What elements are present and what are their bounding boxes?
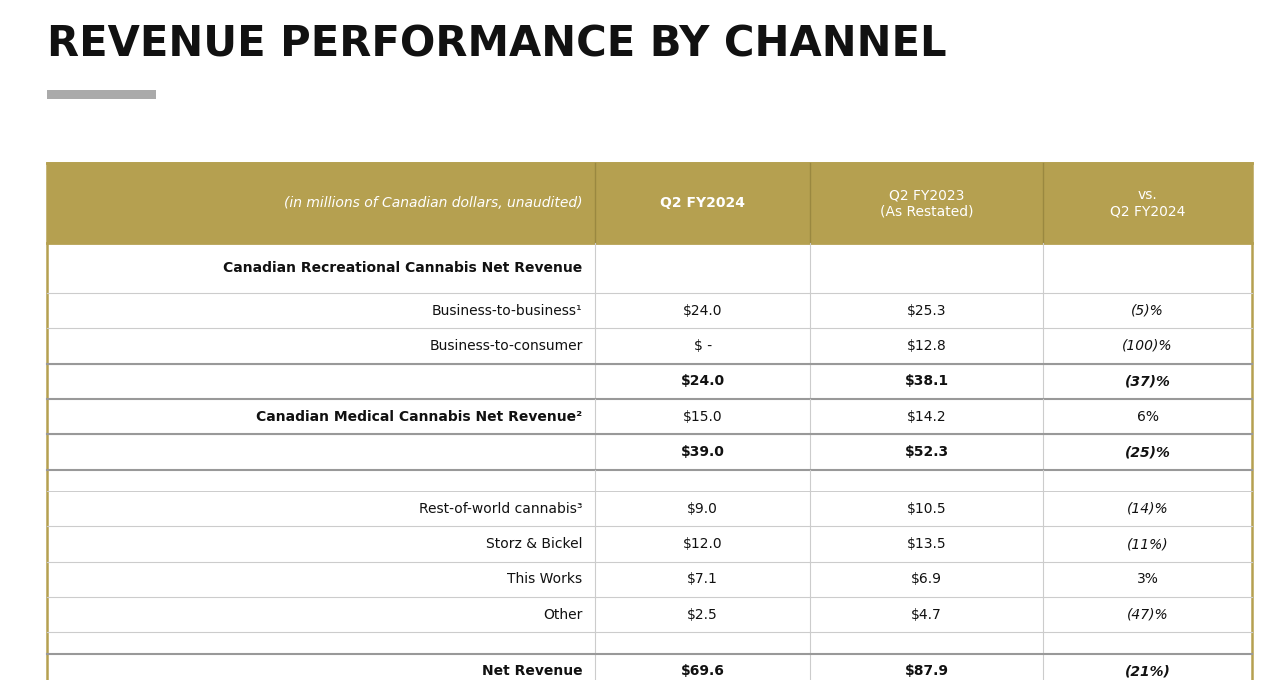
Text: $ -: $ - [694, 339, 712, 353]
Text: (25)%: (25)% [1125, 445, 1171, 459]
Text: Q2 FY2024: Q2 FY2024 [660, 197, 745, 210]
Text: $24.0: $24.0 [682, 304, 722, 318]
Text: $9.0: $9.0 [687, 502, 718, 515]
Text: (47)%: (47)% [1126, 608, 1169, 622]
Text: $6.9: $6.9 [911, 573, 942, 586]
Text: (11%): (11%) [1126, 537, 1169, 551]
Text: $52.3: $52.3 [905, 445, 948, 459]
Text: This Works: This Works [507, 573, 582, 586]
Text: $4.7: $4.7 [911, 608, 942, 622]
Text: (14)%: (14)% [1126, 502, 1169, 515]
Text: $87.9: $87.9 [905, 664, 948, 678]
Text: vs.
Q2 FY2024: vs. Q2 FY2024 [1110, 188, 1185, 218]
Text: $10.5: $10.5 [906, 502, 946, 515]
Text: $7.1: $7.1 [687, 573, 718, 586]
Text: REVENUE PERFORMANCE BY CHANNEL: REVENUE PERFORMANCE BY CHANNEL [47, 24, 947, 66]
Text: (in millions of Canadian dollars, unaudited): (in millions of Canadian dollars, unaudi… [284, 197, 582, 210]
Text: Q2 FY2023
(As Restated): Q2 FY2023 (As Restated) [879, 188, 973, 218]
Text: $25.3: $25.3 [908, 304, 946, 318]
Text: $14.2: $14.2 [906, 410, 946, 424]
Text: Canadian Recreational Cannabis Net Revenue: Canadian Recreational Cannabis Net Reven… [223, 261, 582, 275]
Text: $38.1: $38.1 [905, 375, 948, 388]
Text: $24.0: $24.0 [681, 375, 724, 388]
Text: $39.0: $39.0 [681, 445, 724, 459]
Text: Other: Other [543, 608, 582, 622]
Text: Business-to-business¹: Business-to-business¹ [431, 304, 582, 318]
Text: $15.0: $15.0 [682, 410, 722, 424]
Text: 3%: 3% [1137, 573, 1158, 586]
Text: Canadian Medical Cannabis Net Revenue²: Canadian Medical Cannabis Net Revenue² [256, 410, 582, 424]
Text: Net Revenue: Net Revenue [483, 664, 582, 678]
Text: Business-to-consumer: Business-to-consumer [429, 339, 582, 353]
Text: Rest-of-world cannabis³: Rest-of-world cannabis³ [419, 502, 582, 515]
Text: (21%): (21%) [1125, 664, 1171, 678]
Text: $2.5: $2.5 [687, 608, 718, 622]
Text: (100)%: (100)% [1123, 339, 1172, 353]
Text: $12.8: $12.8 [906, 339, 946, 353]
Text: 6%: 6% [1137, 410, 1158, 424]
Text: $69.6: $69.6 [681, 664, 724, 678]
Text: $12.0: $12.0 [682, 537, 722, 551]
Text: $13.5: $13.5 [906, 537, 946, 551]
Text: (5)%: (5)% [1132, 304, 1164, 318]
Text: Storz & Bickel: Storz & Bickel [486, 537, 582, 551]
Text: (37)%: (37)% [1125, 375, 1171, 388]
